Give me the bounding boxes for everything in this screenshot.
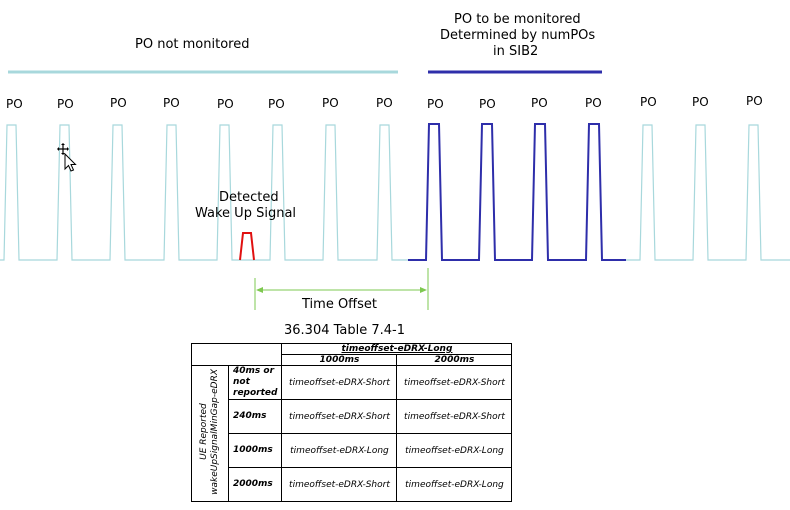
table-cell: timeoffset-eDRX-Long xyxy=(396,433,513,468)
po-label: PO xyxy=(692,95,709,109)
time-offset-table: timeoffset-eDRX-Long 1000ms 2000ms UE Re… xyxy=(190,343,513,502)
po-label: PO xyxy=(268,97,285,111)
po-label: PO xyxy=(322,96,339,110)
po-label: PO xyxy=(479,97,496,111)
po-label: PO xyxy=(746,94,763,108)
po-label: PO xyxy=(163,96,180,110)
po-monitored-label-line3: in SIB2 xyxy=(493,44,539,59)
row-header: 240ms xyxy=(227,399,283,434)
po-label: PO xyxy=(585,96,602,110)
table-cell: timeoffset-eDRX-Short xyxy=(396,399,513,434)
po-label: PO xyxy=(427,97,444,111)
time-offset-label: Time Offset xyxy=(302,297,378,312)
po-label: PO xyxy=(6,97,23,111)
po-label: PO xyxy=(110,96,127,110)
col-header: 1000ms xyxy=(281,354,398,366)
row-header: 1000ms xyxy=(227,433,283,468)
table-cell: timeoffset-eDRX-Short xyxy=(396,365,513,400)
po-monitored-label-line2: Determined by numPOs xyxy=(440,28,596,43)
table-cell: timeoffset-eDRX-Long xyxy=(281,433,398,468)
wake-up-signal-pulse xyxy=(239,232,255,261)
light-pulse-train-right xyxy=(626,124,790,261)
table-cell: timeoffset-eDRX-Short xyxy=(281,365,398,400)
light-pulse-train xyxy=(0,124,410,261)
row-group-line1: UE Reported xyxy=(199,403,209,461)
move-cursor-icon xyxy=(57,143,77,172)
table-cell: timeoffset-eDRX-Long xyxy=(396,467,513,502)
col-group-header: timeoffset-eDRX-Long xyxy=(281,343,513,355)
table-title: 36.304 Table 7.4-1 xyxy=(284,323,406,338)
po-monitored-label-line1: PO to be monitored xyxy=(454,12,581,27)
po-label: PO xyxy=(57,97,74,111)
table-corner xyxy=(190,343,283,366)
detected-label-line1: Detected xyxy=(219,190,279,205)
po-not-monitored-label: PO not monitored xyxy=(135,37,250,52)
table-cell: timeoffset-eDRX-Short xyxy=(281,467,398,502)
row-group-line2: wakeUpSignalMinGap-eDRX xyxy=(210,369,220,495)
row-header: 40ms or not reported xyxy=(227,365,283,400)
paging-timeline-diagram xyxy=(0,70,790,310)
row-header: 2000ms xyxy=(227,467,283,502)
po-label: PO xyxy=(376,96,393,110)
row-group-header: UE Reported wakeUpSignalMinGap-eDRX xyxy=(191,365,229,502)
table-cell: timeoffset-eDRX-Short xyxy=(281,399,398,434)
time-offset-arrowhead-right xyxy=(420,287,427,293)
monitored-pulse-train xyxy=(408,123,626,261)
col-header: 2000ms xyxy=(396,354,513,366)
po-label: PO xyxy=(640,95,657,109)
detected-label-line2: Wake Up Signal xyxy=(195,206,297,221)
po-label: PO xyxy=(217,97,234,111)
po-label: PO xyxy=(531,96,548,110)
time-offset-arrowhead-left xyxy=(256,287,263,293)
